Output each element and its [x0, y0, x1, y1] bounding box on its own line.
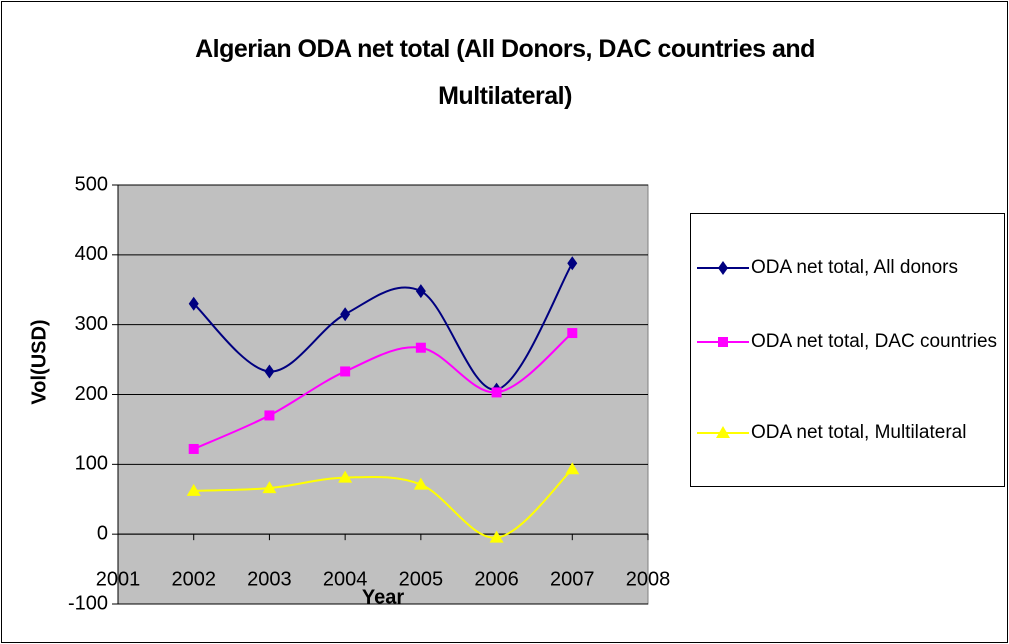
legend-swatch — [697, 426, 749, 438]
x-tick-label: 2002 — [171, 568, 216, 590]
x-tick-label: 2007 — [550, 568, 595, 590]
legend: ODA net total, All donors ODA net total, … — [690, 213, 1005, 487]
legend-label: ODA net total, Multilateral — [751, 422, 967, 443]
legend-label: ODA net total, All donors — [751, 257, 959, 278]
x-tick-label: 2003 — [247, 568, 292, 590]
marker — [413, 477, 428, 490]
chart-title: Algerian ODA net total (All Donors, DAC … — [195, 35, 815, 110]
marker — [415, 342, 426, 353]
x-tick-label: 2004 — [323, 568, 368, 590]
marker — [188, 296, 199, 311]
y-tick-label: 400 — [75, 243, 108, 265]
marker — [262, 481, 277, 494]
marker — [264, 364, 275, 379]
marker — [186, 483, 201, 496]
marker — [338, 470, 353, 483]
y-tick-label: 200 — [75, 383, 108, 405]
marker — [188, 443, 199, 454]
x-tick-label: 2008 — [626, 568, 671, 590]
x-axis-label: Year — [362, 586, 404, 608]
marker — [567, 256, 578, 271]
legend-swatch — [697, 337, 749, 347]
y-axis-label: Vol(USD) — [28, 319, 50, 404]
marker — [489, 530, 504, 543]
marker — [415, 284, 426, 299]
marker — [565, 462, 580, 475]
legend-entry: ODA net total, Multilateral — [695, 419, 1001, 447]
legend-entry: ODA net total, DAC countries — [695, 328, 1001, 356]
marker — [718, 261, 728, 275]
marker — [718, 337, 728, 347]
series-line — [193, 262, 574, 391]
y-tick-label: 0 — [97, 522, 108, 544]
y-tick-label: 100 — [75, 453, 108, 475]
marker — [716, 426, 730, 438]
legend-entry: ODA net total, All donors — [695, 254, 1001, 282]
x-tick-label: 2005 — [399, 568, 444, 590]
marker — [567, 328, 578, 339]
x-tick-label: 2006 — [474, 568, 519, 590]
marker — [264, 410, 275, 421]
y-tick-label: -100 — [68, 592, 108, 614]
marker — [340, 366, 351, 377]
y-tick-label: 500 — [75, 173, 108, 195]
series-line — [193, 332, 573, 450]
marker — [491, 387, 502, 398]
legend-label: ODA net total, DAC countries — [751, 331, 998, 352]
y-tick-label: 300 — [75, 313, 108, 335]
marker — [340, 307, 351, 322]
x-tick-label: 2001 — [96, 568, 141, 590]
legend-swatch — [697, 261, 749, 275]
